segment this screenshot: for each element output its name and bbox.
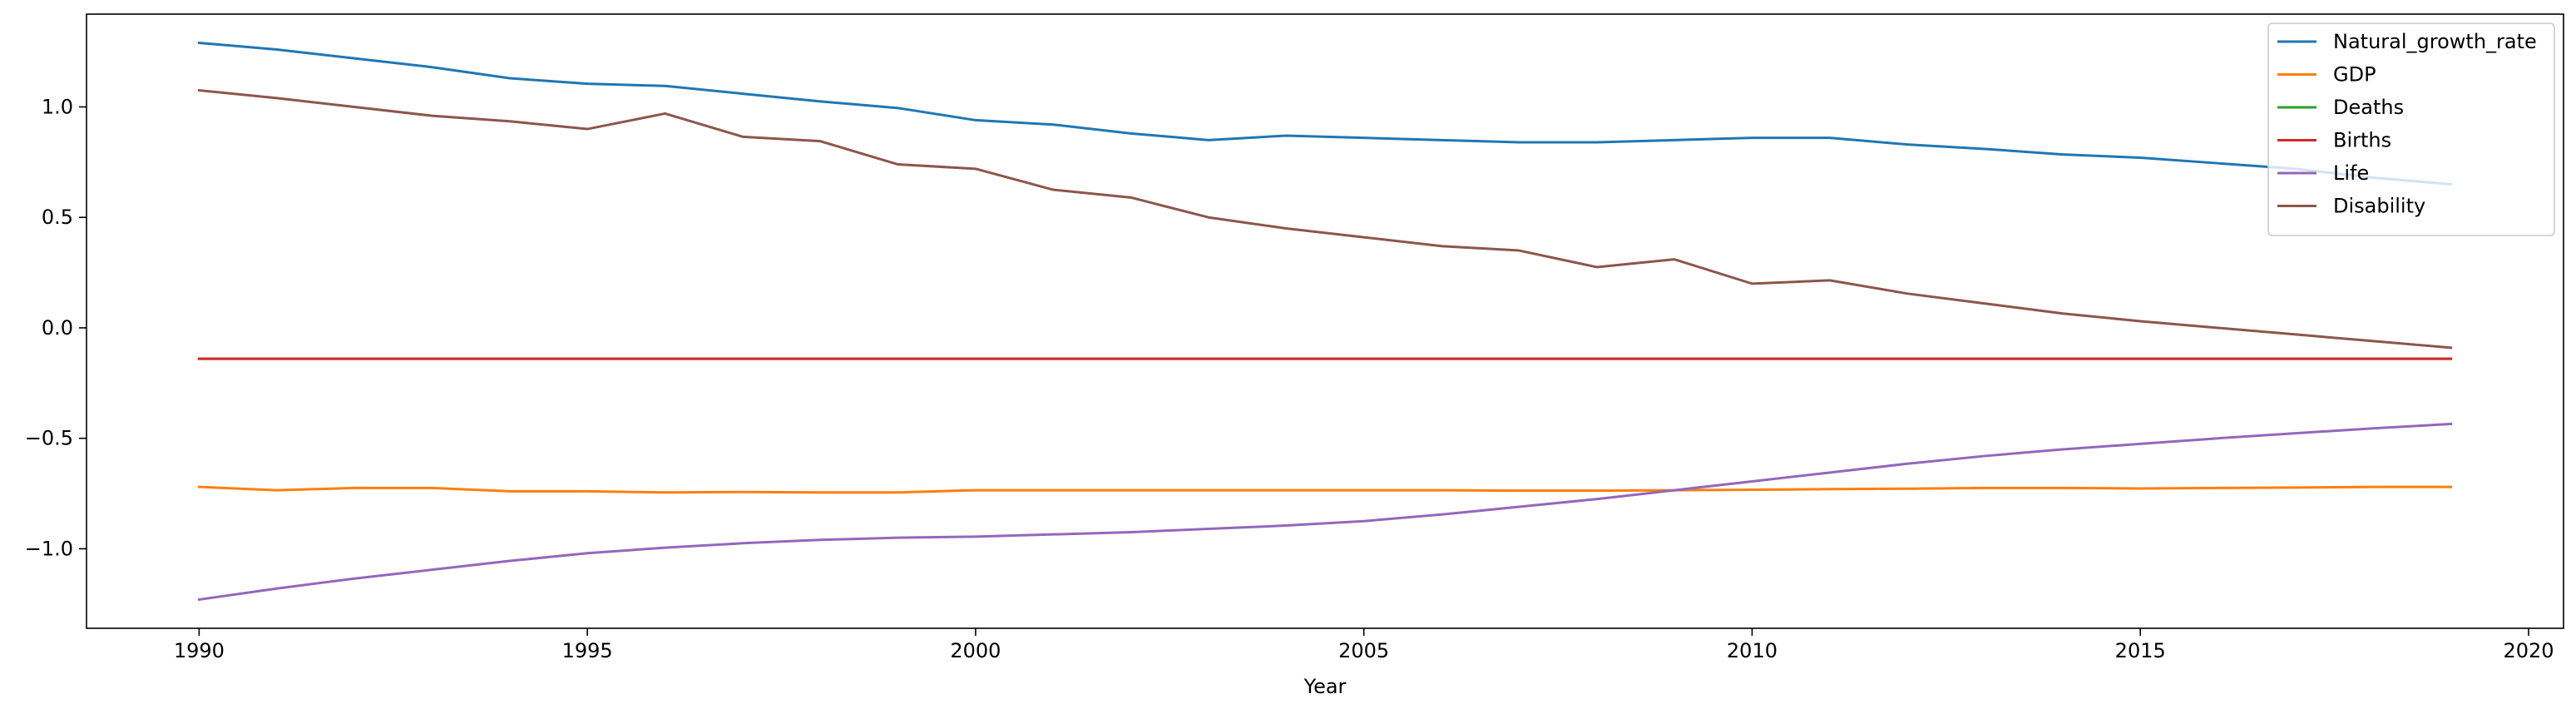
legend: Natural_growth_rate GDP Deaths Births Life Di… (2267, 22, 2555, 236)
legend-box (2267, 22, 2555, 236)
y-tick-label: −0.5 (25, 427, 73, 450)
legend-label: Deaths (2333, 96, 2404, 119)
x-tick-label: 1990 (174, 639, 225, 662)
x-axis-label: Year (1303, 675, 1347, 698)
series-line-natural-growth-rate (197, 41, 2453, 186)
legend-label: Births (2333, 129, 2391, 152)
series-line-life (197, 422, 2453, 602)
series-line-disability (197, 88, 2453, 350)
axes-frame (86, 13, 2564, 629)
legend-label: Disability (2333, 195, 2425, 218)
series-line-gdp (197, 485, 2453, 494)
x-tick-label: 2015 (2115, 639, 2166, 662)
y-tick-label: 1.0 (42, 95, 73, 118)
x-tick-label: 1995 (562, 639, 613, 662)
y-tick-label: 0.0 (42, 316, 73, 340)
plot-lines (197, 41, 2453, 602)
legend-label: GDP (2333, 63, 2376, 87)
axes: 1990 1995 2000 2005 2010 2015 2020 −1.0 −0.5 0.0 0… (25, 13, 2564, 662)
y-tick-label: −1.0 (25, 537, 73, 560)
legend-label: Natural_growth_rate (2333, 30, 2537, 53)
x-tick-label: 2000 (950, 639, 1001, 662)
x-tick-label: 2010 (1727, 639, 1777, 662)
x-tick-label: 2020 (2503, 639, 2554, 662)
y-tick-label: 0.5 (42, 206, 73, 229)
x-tick-label: 2005 (1338, 639, 1389, 662)
legend-label: Life (2333, 161, 2369, 185)
